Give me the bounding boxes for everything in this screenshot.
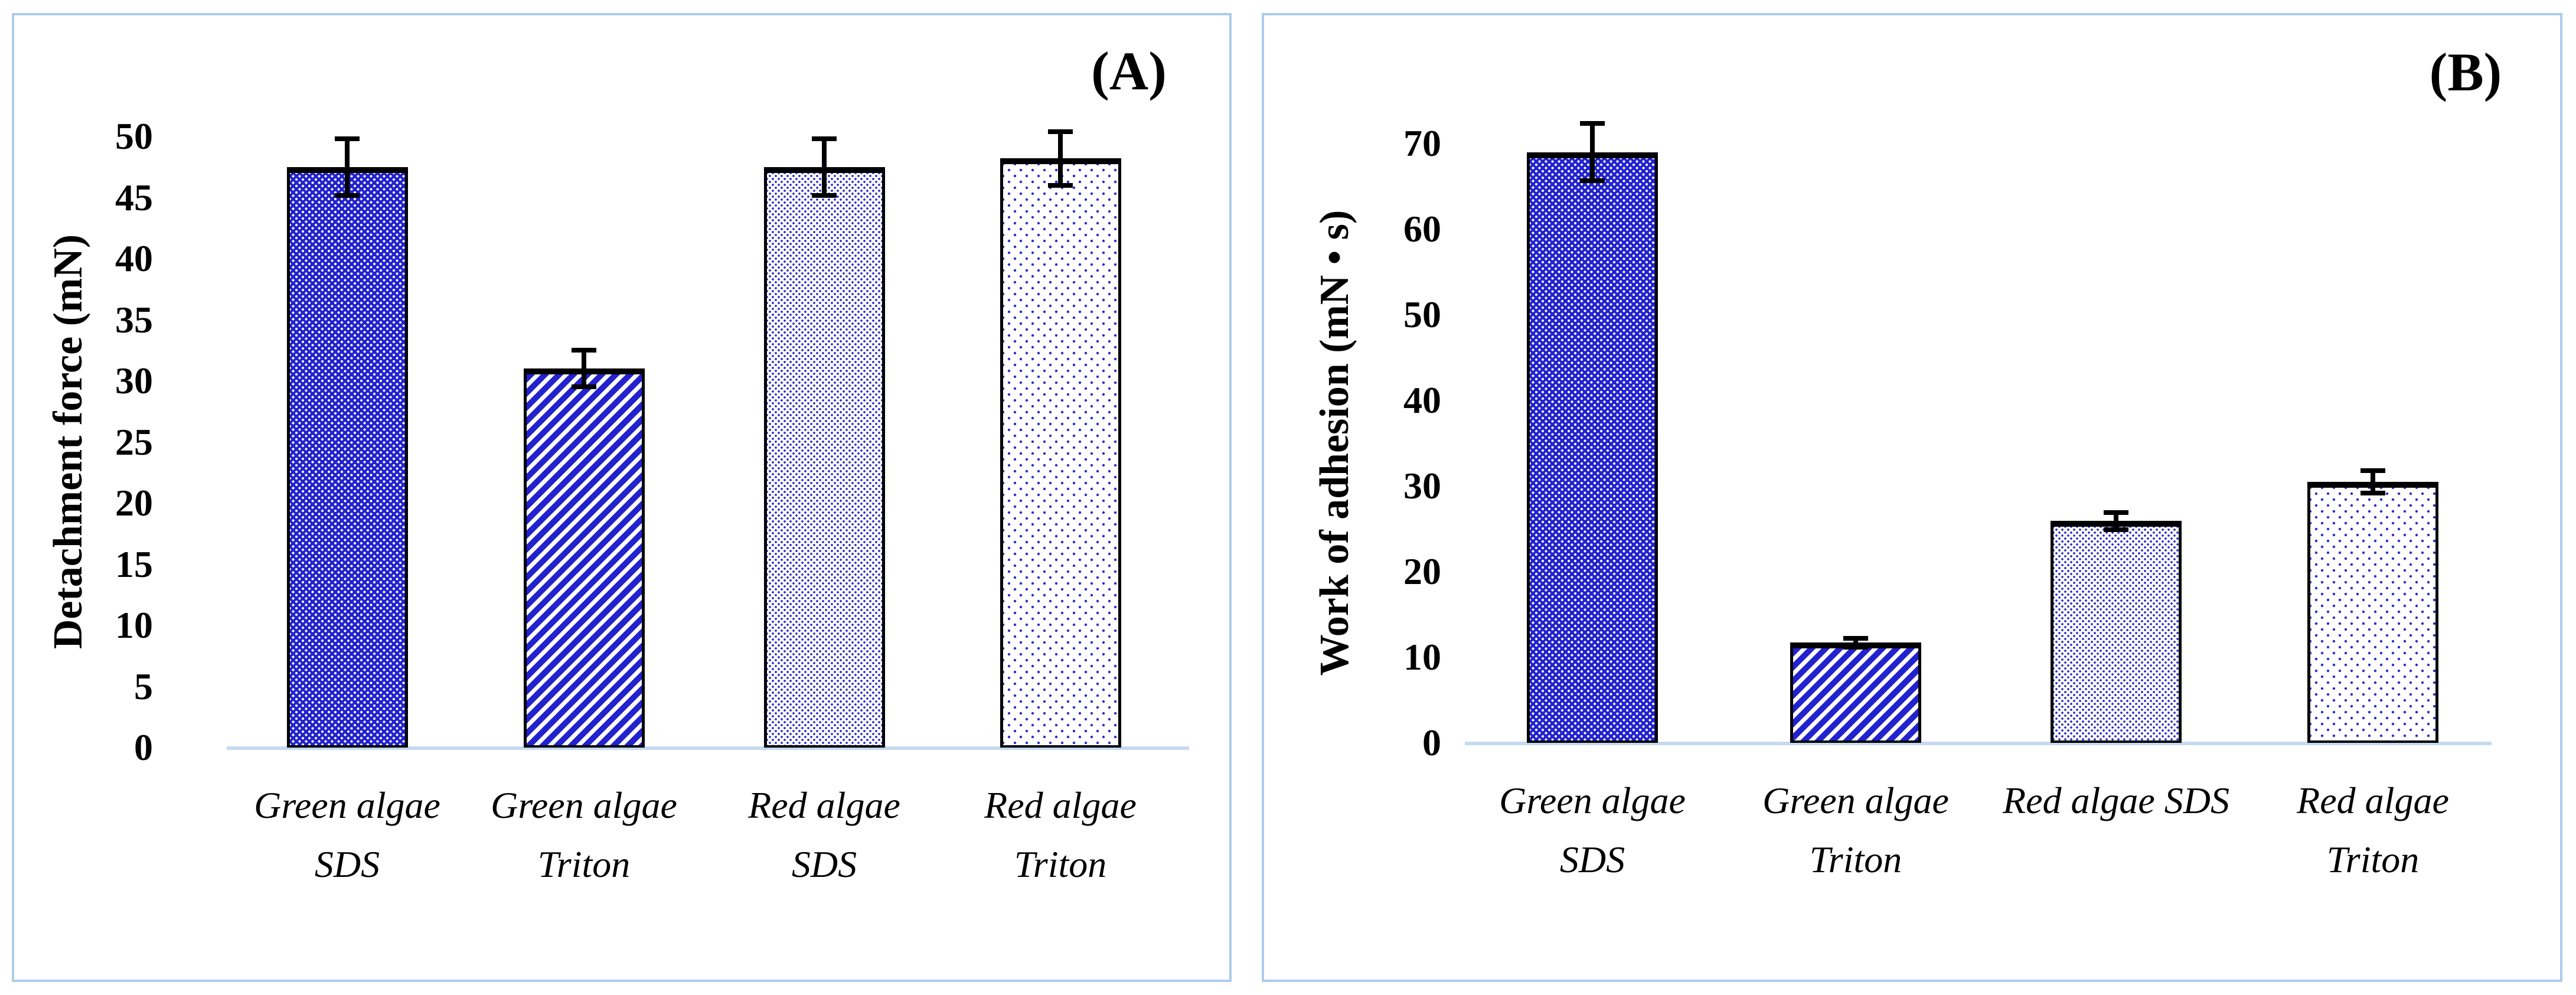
bar-green-algae-sds bbox=[286, 167, 408, 748]
y-tick-label: 50 bbox=[1403, 293, 1441, 335]
y-tick-label: 60 bbox=[1403, 208, 1441, 250]
error-bar-bottom-cap bbox=[1580, 178, 1605, 183]
category-label-line: Triton bbox=[537, 843, 631, 885]
category-label-line: Green algae bbox=[491, 784, 677, 826]
error-bar bbox=[1048, 129, 1073, 188]
error-bar-top-cap bbox=[335, 136, 360, 141]
category-label-line: Green algae bbox=[1499, 779, 1686, 821]
category-label-line: Green algae bbox=[1762, 779, 1949, 821]
y-tick-label: 50 bbox=[115, 115, 153, 157]
error-bar-stem bbox=[2114, 510, 2118, 533]
error-bar-stem bbox=[1853, 635, 1858, 650]
error-bar-top-cap bbox=[1048, 129, 1073, 134]
category-label: Green algae SDS bbox=[1439, 771, 1746, 889]
bar-green-algae-triton bbox=[523, 368, 645, 748]
bar-red-algae-sds bbox=[763, 167, 885, 748]
panel-b-letter: (B) bbox=[2429, 42, 2502, 102]
bar-red-algae-triton bbox=[1000, 158, 1121, 748]
error-bar-top-cap bbox=[2104, 510, 2128, 515]
error-bar bbox=[572, 348, 596, 390]
y-tick-label: 70 bbox=[1403, 122, 1441, 164]
error-bar bbox=[2360, 468, 2385, 495]
panel-b-work-of-adhesion: (B) Work of adhesion (mN • s) 0 10 20 30 40 5… bbox=[1262, 13, 2562, 982]
category-label-line: SDS bbox=[791, 843, 857, 885]
y-tick-label: 15 bbox=[115, 543, 153, 585]
error-bar bbox=[812, 136, 837, 198]
error-bar bbox=[1580, 121, 1605, 183]
error-bar bbox=[335, 136, 360, 198]
y-tick-label: 40 bbox=[1403, 379, 1441, 421]
category-label: Green algae Triton bbox=[430, 776, 737, 894]
error-bar-bottom-cap bbox=[2104, 527, 2128, 533]
error-bar-top-cap bbox=[812, 136, 837, 141]
error-bar-bottom-cap bbox=[572, 384, 596, 390]
category-label-line: Red algae bbox=[748, 784, 900, 826]
panel-b-y-axis-title: Work of adhesion (mN • s) bbox=[1312, 210, 1357, 676]
error-bar-top-cap bbox=[2360, 468, 2385, 473]
error-bar-stem bbox=[345, 136, 350, 198]
y-tick-label: 0 bbox=[134, 726, 153, 768]
category-label: Red algae SDS bbox=[671, 776, 978, 894]
error-bar-top-cap bbox=[1843, 635, 1868, 641]
error-bar-stem bbox=[1058, 129, 1063, 188]
y-tick-label: 0 bbox=[1422, 722, 1441, 764]
x-axis-baseline bbox=[1465, 742, 2492, 745]
category-label-line: Triton bbox=[1014, 843, 1107, 885]
category-label-line: Triton bbox=[1809, 839, 1902, 880]
error-bar-stem bbox=[2371, 468, 2375, 495]
error-bar-stem bbox=[822, 136, 827, 198]
error-bar-stem bbox=[582, 348, 586, 390]
y-tick-label: 35 bbox=[115, 298, 153, 341]
bar-green-algae-triton bbox=[1790, 642, 1921, 743]
category-label-line: Red algae bbox=[984, 784, 1137, 826]
error-bar-stem bbox=[1590, 121, 1595, 183]
y-tick-label: 20 bbox=[115, 482, 153, 524]
panel-a-detachment-force: (A) Detachment force (mN) 0 5 10 15 20 25 30 35… bbox=[12, 13, 1232, 982]
category-label: Green algae Triton bbox=[1702, 771, 2009, 889]
error-bar-bottom-cap bbox=[335, 193, 360, 198]
y-tick-label: 10 bbox=[115, 604, 153, 646]
error-bar bbox=[1843, 635, 1868, 650]
category-label: Green algae SDS bbox=[194, 776, 501, 894]
y-tick-label: 45 bbox=[115, 176, 153, 218]
bar-red-algae-sds bbox=[2051, 521, 2182, 743]
y-tick-label: 30 bbox=[1403, 465, 1441, 507]
y-tick-label: 20 bbox=[1403, 550, 1441, 592]
error-bar bbox=[2104, 510, 2128, 533]
category-label-line: SDS bbox=[1559, 839, 1625, 880]
category-label-line: Green algae bbox=[254, 784, 440, 826]
y-tick-label: 10 bbox=[1403, 636, 1441, 678]
y-tick-label: 40 bbox=[115, 237, 153, 279]
category-label-line: Red algae SDS bbox=[2003, 779, 2229, 821]
category-label: Red algae Triton bbox=[907, 776, 1214, 894]
category-label-line: Triton bbox=[2326, 839, 2420, 880]
error-bar-top-cap bbox=[1580, 121, 1605, 126]
error-bar-bottom-cap bbox=[812, 193, 837, 198]
error-bar-bottom-cap bbox=[2360, 490, 2385, 495]
error-bar-bottom-cap bbox=[1843, 644, 1868, 650]
category-label: Red algae SDS bbox=[1963, 771, 2270, 830]
category-label: Red algae Triton bbox=[2219, 771, 2526, 889]
error-bar-top-cap bbox=[572, 348, 596, 353]
x-axis-baseline bbox=[227, 746, 1189, 750]
error-bar-bottom-cap bbox=[1048, 182, 1073, 188]
category-label-line: SDS bbox=[314, 843, 380, 885]
category-label-line: Red algae bbox=[2297, 779, 2449, 821]
bar-red-algae-triton bbox=[2307, 481, 2438, 743]
y-tick-label: 25 bbox=[115, 420, 153, 463]
bar-green-algae-sds bbox=[1527, 152, 1658, 743]
y-tick-label: 30 bbox=[115, 360, 153, 402]
panel-a-letter: (A) bbox=[1091, 41, 1167, 101]
y-tick-label: 5 bbox=[134, 665, 153, 707]
